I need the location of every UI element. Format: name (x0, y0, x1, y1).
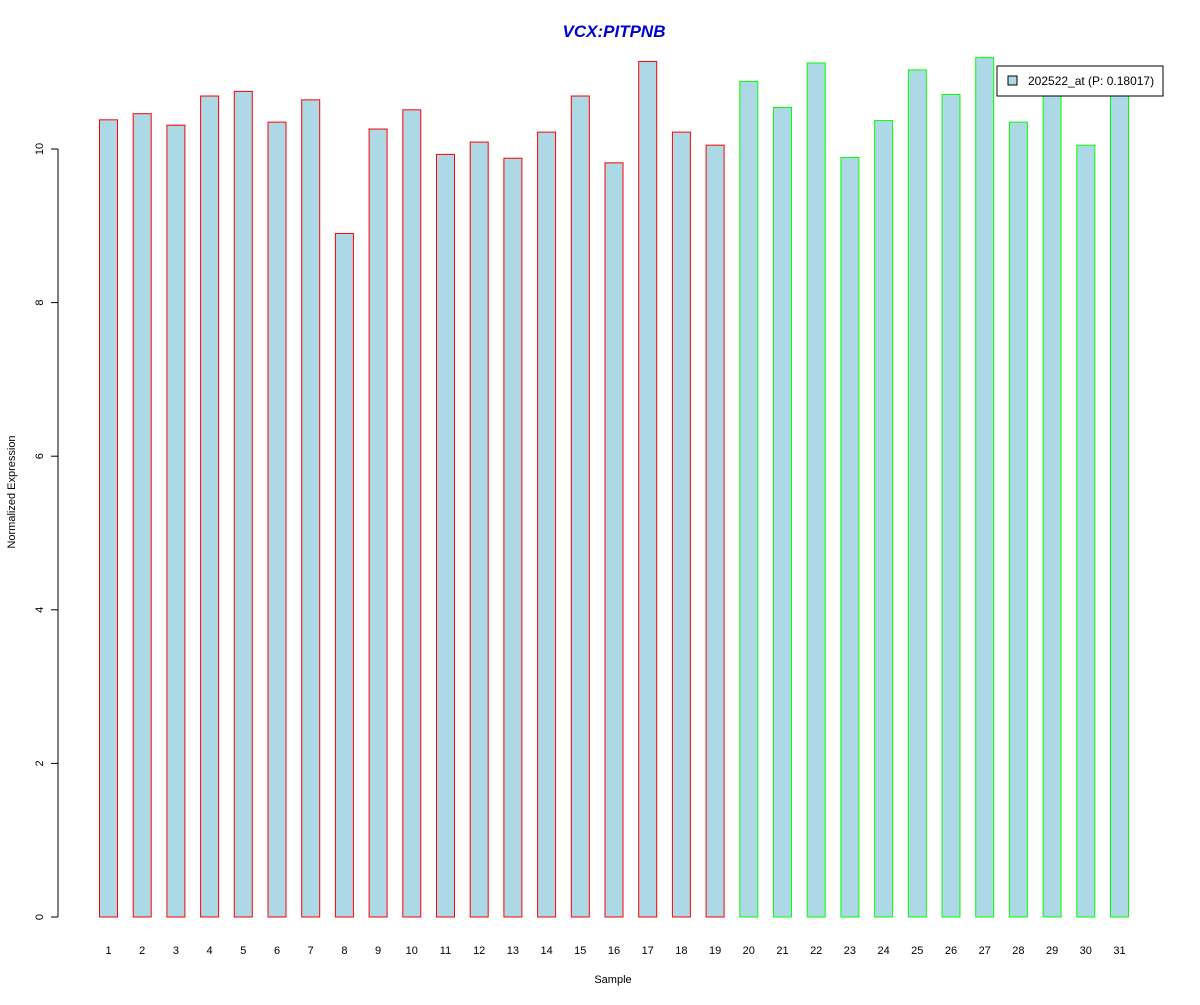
x-tick-label: 7 (308, 945, 314, 957)
x-tick-label: 1 (105, 945, 111, 957)
bar-sample-20 (739, 80, 759, 918)
bar-sample-30 (1076, 144, 1096, 918)
bar-sample-21 (773, 107, 792, 918)
x-tick-label: 23 (844, 945, 856, 957)
x-tick-label: 20 (743, 945, 755, 957)
bar-sample-24 (874, 120, 894, 918)
bar-sample-26 (941, 93, 961, 918)
x-tick-label: 4 (207, 945, 213, 957)
bar-sample-7 (301, 99, 321, 918)
y-tick-label: 2 (34, 760, 46, 766)
bar-sample-3 (166, 124, 186, 918)
x-tick-label: 24 (877, 945, 889, 957)
bar-sample-4 (200, 95, 220, 918)
x-tick-label: 17 (642, 945, 654, 957)
x-tick-label: 6 (274, 945, 280, 957)
legend-swatch (1007, 75, 1018, 86)
bar-sample-25 (907, 69, 927, 918)
x-tick-label: 30 (1080, 945, 1092, 957)
bar-sample-2 (132, 113, 152, 918)
x-tick-label: 5 (240, 945, 246, 957)
x-tick-label: 26 (945, 945, 957, 957)
x-tick-label: 16 (608, 945, 620, 957)
x-tick-label: 10 (406, 945, 418, 957)
y-tick-label: 4 (34, 607, 46, 613)
bar-sample-31 (1110, 93, 1129, 918)
bar-sample-17 (638, 60, 658, 918)
bar-sample-23 (840, 156, 860, 918)
bar-sample-11 (436, 153, 455, 918)
x-tick-label: 22 (810, 945, 822, 957)
x-tick-label: 25 (911, 945, 923, 957)
bar-sample-1 (99, 119, 118, 918)
x-tick-label: 29 (1046, 945, 1058, 957)
x-tick-label: 19 (709, 945, 721, 957)
x-tick-label: 13 (507, 945, 519, 957)
bar-sample-5 (233, 90, 253, 918)
legend-box (996, 65, 1164, 97)
y-tick-label: 8 (34, 300, 46, 306)
bar-sample-18 (671, 131, 691, 918)
x-tick-label: 8 (341, 945, 347, 957)
x-tick-label: 27 (979, 945, 991, 957)
x-tick-label: 31 (1113, 945, 1125, 957)
x-tick-label: 28 (1012, 945, 1024, 957)
legend-label: 202522_at (P: 0.18017) (1028, 74, 1154, 88)
bar-sample-12 (469, 141, 489, 918)
bar-sample-22 (806, 62, 826, 918)
x-tick-label: 3 (173, 945, 179, 957)
bar-sample-9 (368, 128, 388, 918)
x-tick-label: 14 (540, 945, 552, 957)
y-axis: 0 2 4 6 8 10 (34, 143, 59, 920)
x-tick-label: 2 (139, 945, 145, 957)
legend: 202522_at (P: 0.18017) (996, 65, 1164, 97)
bar-sample-16 (604, 162, 624, 918)
y-axis-label: Normalized Expression (6, 435, 18, 548)
bar-sample-27 (975, 57, 995, 918)
bar-sample-29 (1042, 90, 1062, 918)
bar-sample-28 (1008, 121, 1028, 918)
x-axis-labels: 1 2 3 4 5 6 7 8 9 10 11 12 13 14 15 16 17 18 19 20 21 22 23 24 2… (105, 945, 1125, 957)
bar-sample-13 (503, 157, 523, 918)
bar-series (99, 57, 1129, 918)
bar-sample-8 (334, 232, 354, 918)
x-tick-label: 11 (440, 945, 451, 957)
x-tick-label: 12 (473, 945, 485, 957)
y-tick-label: 0 (34, 914, 46, 920)
x-tick-label: 18 (675, 945, 687, 957)
x-tick-label: 15 (574, 945, 586, 957)
chart-title: VCX:PITPNB (563, 22, 666, 41)
bar-sample-19 (705, 144, 725, 918)
bar-sample-6 (267, 121, 287, 918)
y-tick-label: 10 (34, 143, 46, 155)
bar-sample-15 (570, 95, 590, 918)
bar-sample-14 (537, 131, 557, 918)
x-tick-label: 21 (776, 945, 788, 957)
bar-sample-10 (402, 109, 422, 918)
y-tick-label: 6 (34, 453, 46, 459)
x-tick-label: 9 (375, 945, 381, 957)
x-axis-label: Sample (594, 974, 631, 986)
